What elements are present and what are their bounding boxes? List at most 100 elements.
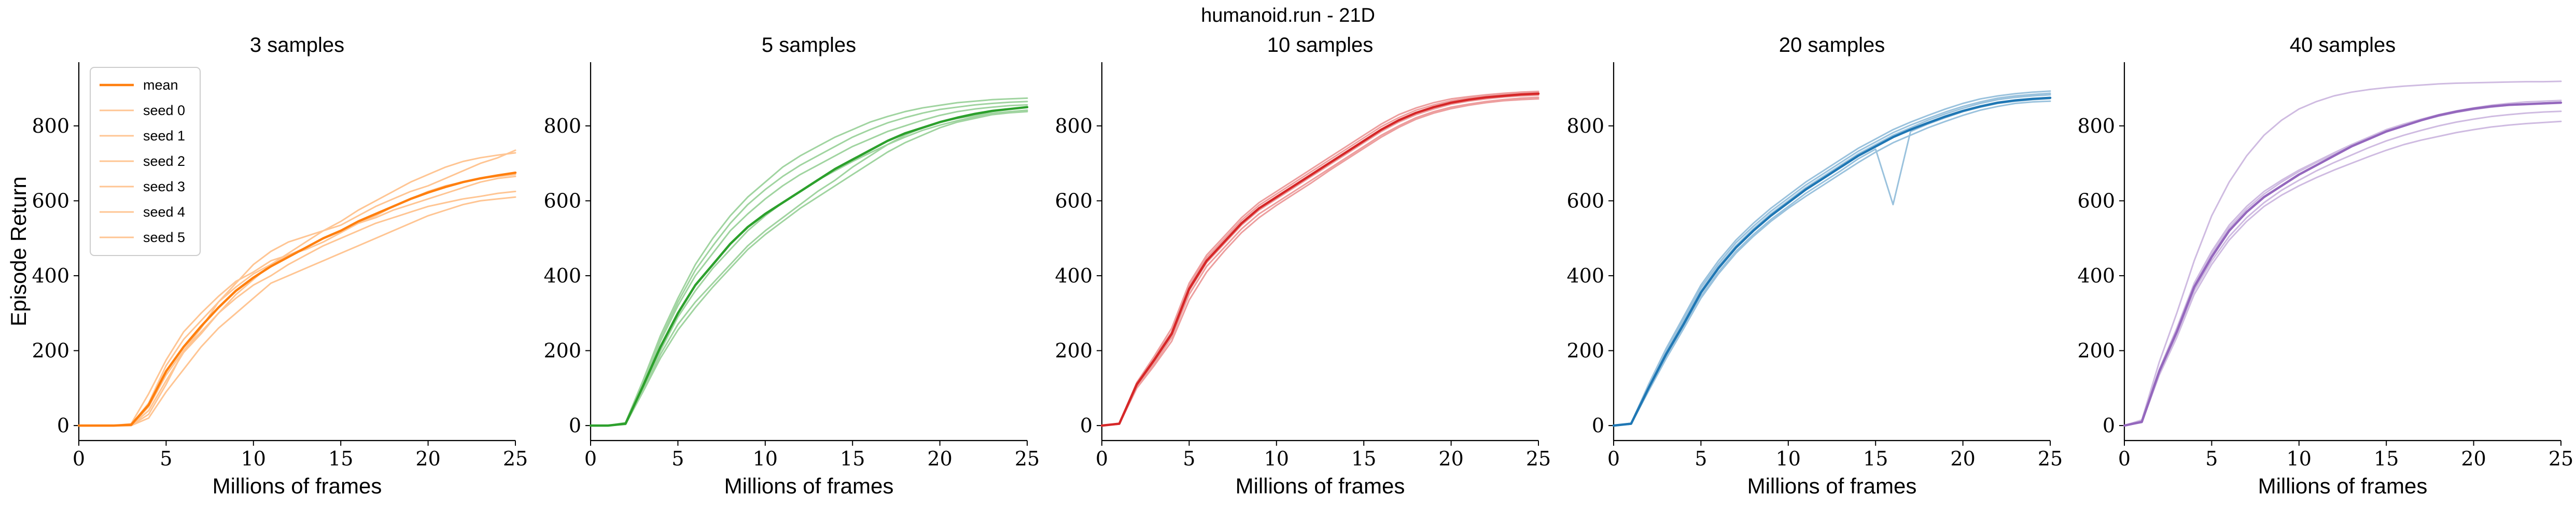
panel-2: 5 samples 0 5 10 15 20 25 0 200 400 600 800 Millions… <box>543 34 1040 498</box>
y-tick-label: 0 <box>569 414 581 437</box>
x-axis-label: Millions of frames <box>1747 474 1917 498</box>
series-seed-line <box>590 109 1028 427</box>
legend-label: seed 3 <box>143 179 185 194</box>
y-tick-label: 200 <box>2077 339 2115 362</box>
panel-title: 10 samples <box>1267 34 1374 56</box>
y-tick-label: 200 <box>1055 339 1093 362</box>
panel-title: 3 samples <box>250 34 344 56</box>
x-tick-label: 25 <box>1526 447 1551 470</box>
panel-title: 40 samples <box>2290 34 2396 56</box>
legend-label: seed 0 <box>143 103 185 118</box>
series-mean-line <box>589 106 1029 427</box>
series-seed-line <box>2123 80 2562 427</box>
panel-title: 5 samples <box>762 34 856 56</box>
series-mean-line <box>77 171 517 427</box>
panel-1: 3 samples 0 5 10 15 20 25 0 200 400 600 800 Millions… <box>6 34 528 498</box>
series-seed-line <box>590 110 1028 427</box>
panel-4: 20 samples 0 5 10 15 20 25 0 200 400 600 800 Million… <box>1566 34 2063 498</box>
y-tick-label: 400 <box>543 264 581 287</box>
legend-label: seed 2 <box>143 153 185 169</box>
x-tick-label: 15 <box>328 447 353 470</box>
x-tick-label: 20 <box>1438 447 1463 470</box>
series-seed-line <box>1613 94 2051 427</box>
x-tick-label: 0 <box>1607 447 1620 470</box>
series-mean-line <box>1100 92 1540 427</box>
panel-3: 10 samples 0 5 10 15 20 25 0 200 400 600 800 Million… <box>1055 34 1551 498</box>
x-axis-label: Millions of frames <box>213 474 382 498</box>
x-tick-label: 25 <box>2038 447 2063 470</box>
series-seed-line <box>1101 98 1539 427</box>
y-tick-label: 400 <box>1055 264 1093 287</box>
panel-title: 20 samples <box>1779 34 1885 56</box>
y-tick-label: 400 <box>2077 264 2115 287</box>
x-tick-label: 0 <box>584 447 597 470</box>
x-tick-label: 15 <box>1351 447 1376 470</box>
series-seed-line <box>1613 90 2051 427</box>
series-seed-line <box>590 104 1028 427</box>
y-tick-label: 400 <box>32 264 69 287</box>
y-tick-label: 800 <box>32 115 69 137</box>
x-tick-label: 15 <box>1863 447 1888 470</box>
x-tick-label: 20 <box>927 447 952 470</box>
series-seed-line <box>78 152 516 427</box>
x-axis-label: Millions of frames <box>1236 474 1405 498</box>
x-tick-label: 5 <box>671 447 684 470</box>
x-tick-label: 25 <box>503 447 528 470</box>
series-seed-line <box>1101 92 1539 427</box>
y-tick-label: 800 <box>1566 115 1604 137</box>
x-tick-label: 0 <box>73 447 85 470</box>
x-tick-label: 5 <box>160 447 172 470</box>
y-tick-label: 600 <box>1566 189 1604 212</box>
x-tick-label: 10 <box>241 447 266 470</box>
series-seed-line <box>1613 97 2051 427</box>
y-tick-label: 800 <box>1055 115 1093 137</box>
y-axis-label: Episode Return <box>6 176 31 327</box>
x-tick-label: 10 <box>1776 447 1801 470</box>
x-tick-label: 5 <box>2205 447 2218 470</box>
y-tick-label: 600 <box>2077 189 2115 212</box>
x-tick-label: 20 <box>415 447 440 470</box>
figure-suptitle: humanoid.run - 21D <box>1201 5 1375 26</box>
x-tick-label: 10 <box>1264 447 1289 470</box>
y-tick-label: 0 <box>57 414 69 437</box>
y-tick-label: 200 <box>32 339 69 362</box>
series-seed-line <box>1613 100 2051 427</box>
y-tick-label: 800 <box>2077 115 2115 137</box>
legend-label: mean <box>143 77 178 93</box>
y-tick-label: 0 <box>1592 414 1604 437</box>
series-seed-line <box>78 196 516 427</box>
x-tick-label: 20 <box>2461 447 2486 470</box>
series-mean-line <box>2123 101 2563 427</box>
series-seed-line <box>590 110 1028 427</box>
y-tick-label: 0 <box>2103 414 2115 437</box>
panel-5: 40 samples 0 5 10 15 20 25 0 200 400 600 800 Million… <box>2077 34 2573 498</box>
series-seed-line <box>1101 94 1539 427</box>
x-tick-label: 5 <box>1183 447 1195 470</box>
series-seed-line <box>78 149 516 427</box>
legend-box <box>90 67 201 256</box>
x-axis-label: Millions of frames <box>2258 474 2428 498</box>
series-seed-line <box>1613 92 2051 427</box>
x-tick-label: 20 <box>1950 447 1975 470</box>
series-seed-line <box>590 101 1028 427</box>
x-tick-label: 0 <box>2118 447 2131 470</box>
series-seed-line <box>2123 110 2562 427</box>
x-tick-label: 25 <box>1015 447 1040 470</box>
legend-label: seed 1 <box>143 128 185 144</box>
series-seed-line <box>1101 96 1539 427</box>
x-tick-label: 15 <box>840 447 865 470</box>
x-tick-label: 5 <box>1695 447 1707 470</box>
y-tick-label: 600 <box>1055 189 1093 212</box>
x-axis-label: Millions of frames <box>724 474 894 498</box>
y-tick-label: 800 <box>543 115 581 137</box>
x-tick-label: 10 <box>2287 447 2312 470</box>
y-tick-label: 200 <box>543 339 581 362</box>
x-tick-label: 15 <box>2374 447 2399 470</box>
x-tick-label: 25 <box>2549 447 2573 470</box>
y-tick-label: 200 <box>1566 339 1604 362</box>
series-seed-line <box>2123 120 2562 427</box>
legend-label: seed 4 <box>143 204 185 220</box>
series-seed-line <box>590 97 1028 427</box>
y-tick-label: 0 <box>1080 414 1093 437</box>
